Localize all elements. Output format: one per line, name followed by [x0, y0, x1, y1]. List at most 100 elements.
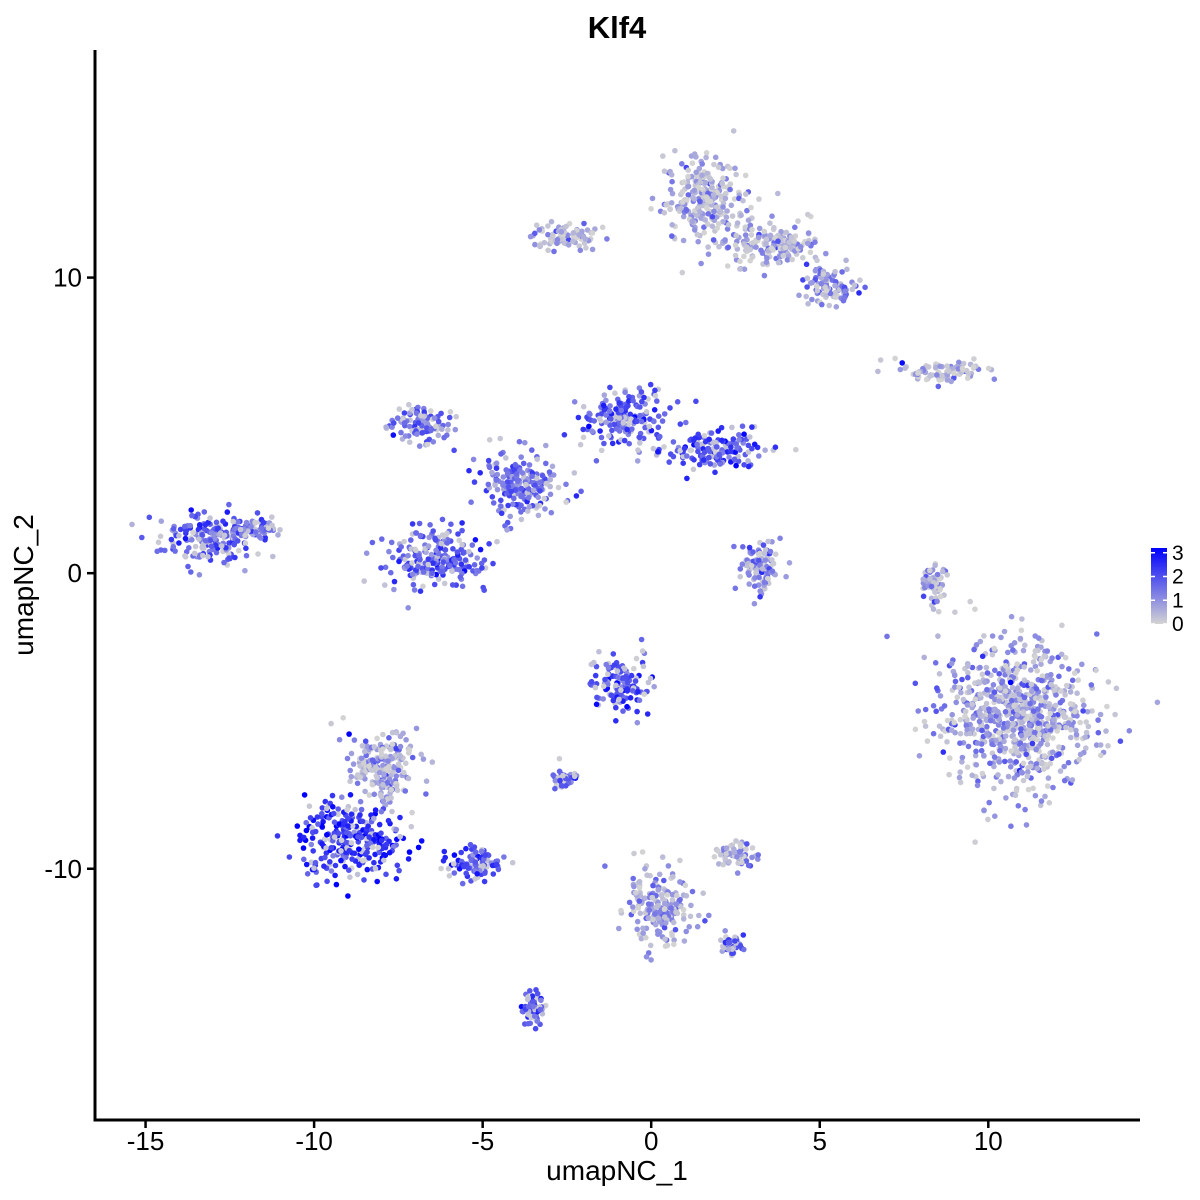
data-point [504, 470, 511, 477]
data-point [413, 530, 420, 536]
data-point [510, 501, 516, 508]
data-point [1014, 685, 1021, 692]
data-point [965, 663, 971, 669]
data-point [1073, 727, 1079, 734]
data-point [803, 293, 809, 300]
data-point [681, 938, 688, 944]
data-point [639, 398, 645, 405]
data-point [628, 416, 634, 422]
data-point [371, 859, 377, 866]
data-point [832, 282, 838, 289]
data-point [680, 916, 687, 922]
data-point [732, 449, 738, 456]
data-point [959, 365, 966, 372]
data-point [1012, 736, 1018, 743]
data-point [1033, 746, 1039, 753]
data-point [401, 420, 408, 426]
data-point [1048, 681, 1054, 688]
data-point [536, 243, 543, 249]
data-point [678, 205, 684, 212]
data-point [303, 827, 310, 834]
data-point [1063, 724, 1069, 731]
data-point [1024, 773, 1031, 780]
data-point [613, 718, 619, 724]
data-point [182, 553, 188, 559]
data-point [726, 939, 733, 946]
data-point [637, 910, 644, 917]
data-point [349, 856, 355, 862]
data-point [438, 540, 445, 547]
data-point [789, 256, 795, 263]
data-point [493, 861, 500, 868]
data-point [323, 845, 329, 851]
data-point [313, 882, 319, 889]
data-point [1126, 728, 1133, 734]
data-point [995, 709, 1001, 715]
data-point [1041, 653, 1048, 659]
data-point [707, 461, 714, 467]
data-point [393, 773, 400, 779]
data-point [1010, 647, 1016, 653]
data-point [712, 469, 718, 476]
data-point [1002, 684, 1008, 690]
data-point [330, 804, 336, 810]
data-point [979, 770, 986, 777]
data-point [1022, 742, 1028, 749]
data-point [1038, 740, 1044, 747]
data-point [532, 230, 538, 237]
data-point [927, 373, 933, 379]
data-point [973, 748, 979, 755]
data-point [600, 683, 607, 690]
data-point [965, 743, 972, 750]
data-point [524, 996, 531, 1003]
data-point [983, 700, 990, 707]
data-point [451, 556, 457, 563]
data-point [396, 558, 402, 565]
data-point [552, 785, 558, 792]
data-point [381, 857, 387, 863]
data-point [459, 541, 465, 548]
data-point [974, 782, 981, 789]
data-point [591, 418, 597, 424]
data-point [391, 578, 398, 585]
data-point [916, 753, 923, 759]
data-point [420, 583, 426, 590]
data-point [736, 195, 742, 202]
data-point [1071, 670, 1078, 676]
data-point [543, 480, 550, 487]
data-point [1047, 760, 1053, 767]
data-point [669, 233, 675, 239]
data-point [972, 752, 979, 759]
data-point [1060, 709, 1066, 716]
data-point [1013, 759, 1019, 765]
data-point [469, 542, 476, 548]
data-point [620, 420, 627, 426]
data-point [1154, 699, 1161, 706]
data-point [430, 528, 437, 534]
data-point [644, 711, 651, 717]
data-point [312, 859, 319, 866]
data-point [691, 151, 698, 157]
data-point [686, 924, 692, 930]
data-point [696, 165, 703, 172]
data-point [419, 429, 426, 436]
data-point [928, 583, 935, 590]
data-point [819, 301, 825, 308]
data-point [807, 249, 814, 256]
data-point [982, 679, 988, 686]
data-point [655, 449, 661, 455]
data-point [332, 872, 338, 879]
data-point [922, 706, 929, 713]
data-point [573, 493, 580, 499]
data-point [402, 433, 409, 439]
data-point [1066, 666, 1072, 672]
data-point [185, 563, 191, 570]
data-point [429, 759, 436, 765]
data-point [1081, 702, 1087, 709]
data-point [466, 467, 472, 474]
data-point [1046, 800, 1053, 806]
data-point [685, 192, 692, 198]
data-point [1025, 786, 1032, 793]
data-point [346, 867, 352, 873]
data-point [707, 198, 714, 205]
